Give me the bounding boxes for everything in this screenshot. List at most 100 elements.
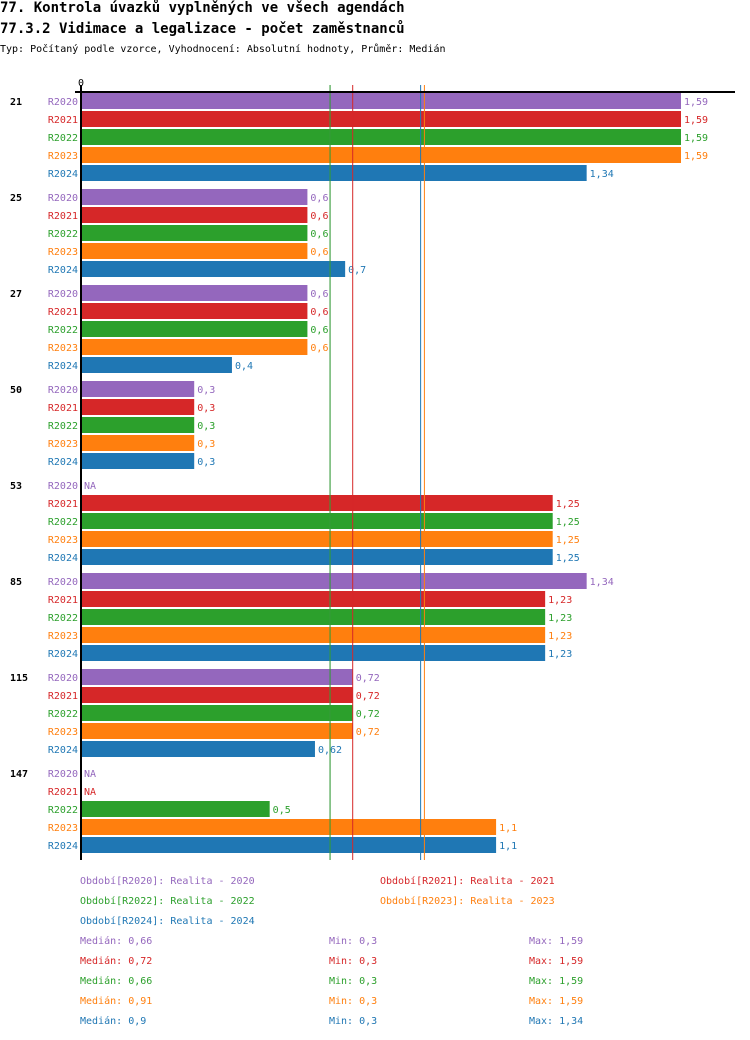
bar [81,339,308,355]
series-label: R2024 [48,745,78,756]
data-label: 1,25 [556,517,580,528]
category-label: 27 [10,289,22,300]
stat-value: 0,3 [359,996,378,1007]
stat-label: Min: [329,996,354,1007]
legend-text: Realita - 2024 [170,916,255,927]
series-label: R2020 [48,385,78,396]
series-label: R2021 [48,307,78,318]
bar [81,147,681,163]
bar [81,549,553,565]
data-label: 1,23 [548,613,572,624]
series-label: R2021 [48,691,78,702]
bar [81,723,353,739]
legend-item: Období[R2020]: Realita - 2020 [80,876,255,888]
stat-label: Medián: [80,936,123,947]
stat-median: Medián: 0,66 [80,936,152,948]
series-label: R2020 [48,97,78,108]
bar [81,435,195,451]
data-label: 0,3 [197,421,215,432]
bar [81,303,308,319]
series-label: R2021 [48,115,78,126]
legend-text: Realita - 2022 [170,896,255,907]
series-label: R2022 [48,421,78,432]
bar [81,627,546,643]
series-label: R2020 [48,577,78,588]
data-label: 1,1 [499,823,517,834]
bar [81,399,195,415]
stat-min: Min: 0,3 [329,1016,377,1028]
bar [81,321,308,337]
series-label: R2023 [48,343,78,354]
data-label: NA [84,787,96,798]
series-label: R2023 [48,727,78,738]
bar [81,243,308,259]
bar [81,111,681,127]
series-label: R2024 [48,457,78,468]
category-label: 53 [10,481,22,492]
legend-key: Období[R2024]: [80,916,165,927]
stat-label: Medián: [80,1016,123,1027]
stat-value: 1,59 [559,996,584,1007]
bar [81,513,553,529]
data-label: 1,59 [684,97,708,108]
series-label: R2021 [48,211,78,222]
stat-value: 0,72 [128,956,153,967]
bar [81,165,587,181]
bar [81,801,270,817]
category-label: 147 [10,769,28,780]
data-label: 1,34 [590,169,614,180]
stat-min: Min: 0,3 [329,976,377,988]
series-label: R2023 [48,151,78,162]
legend-item: Období[R2022]: Realita - 2022 [80,896,255,908]
bar [81,417,195,433]
data-label: 0,6 [310,211,328,222]
bar [81,669,353,685]
data-label: 1,25 [556,553,580,564]
series-label: R2021 [48,595,78,606]
legend-key: Období[R2022]: [80,896,165,907]
data-label: 0,3 [197,457,215,468]
data-label: 0,6 [310,343,328,354]
series-label: R2022 [48,709,78,720]
stat-value: 0,3 [359,976,378,987]
stat-label: Medián: [80,956,123,967]
bar [81,741,315,757]
series-label: R2023 [48,823,78,834]
stat-max: Max: 1,59 [529,996,583,1008]
legend-item: Období[R2024]: Realita - 2024 [80,916,255,928]
data-label: 0,6 [310,193,328,204]
data-label: 1,25 [556,499,580,510]
series-label: R2023 [48,631,78,642]
data-label: 0,7 [348,265,366,276]
stat-min: Min: 0,3 [329,996,377,1008]
stat-value: 1,59 [559,936,584,947]
data-label: 1,59 [684,151,708,162]
series-label: R2023 [48,535,78,546]
series-label: R2020 [48,673,78,684]
data-label: 0,72 [356,727,380,738]
stat-value: 0,3 [359,1016,378,1027]
chart-info: Typ: Počítaný podle vzorce, Vyhodnocení:… [0,44,446,55]
data-label: 1,23 [548,595,572,606]
stat-label: Min: [329,936,354,947]
data-label: 0,6 [310,289,328,300]
stat-value: 0,91 [128,996,153,1007]
series-label: R2022 [48,325,78,336]
stat-value: 1,59 [559,956,584,967]
series-label: R2022 [48,805,78,816]
data-label: 1,23 [548,631,572,642]
data-label: 1,59 [684,133,708,144]
series-label: R2020 [48,289,78,300]
data-label: 0,3 [197,403,215,414]
series-label: R2022 [48,517,78,528]
series-label: R2024 [48,169,78,180]
bar [81,225,308,241]
axis-tick-label: 0 [78,78,84,89]
stat-label: Max: [529,976,554,987]
bar [81,591,546,607]
category-label: 115 [10,673,28,684]
stat-value: 0,3 [359,936,378,947]
legend-item: Období[R2021]: Realita - 2021 [380,876,555,888]
series-label: R2021 [48,787,78,798]
